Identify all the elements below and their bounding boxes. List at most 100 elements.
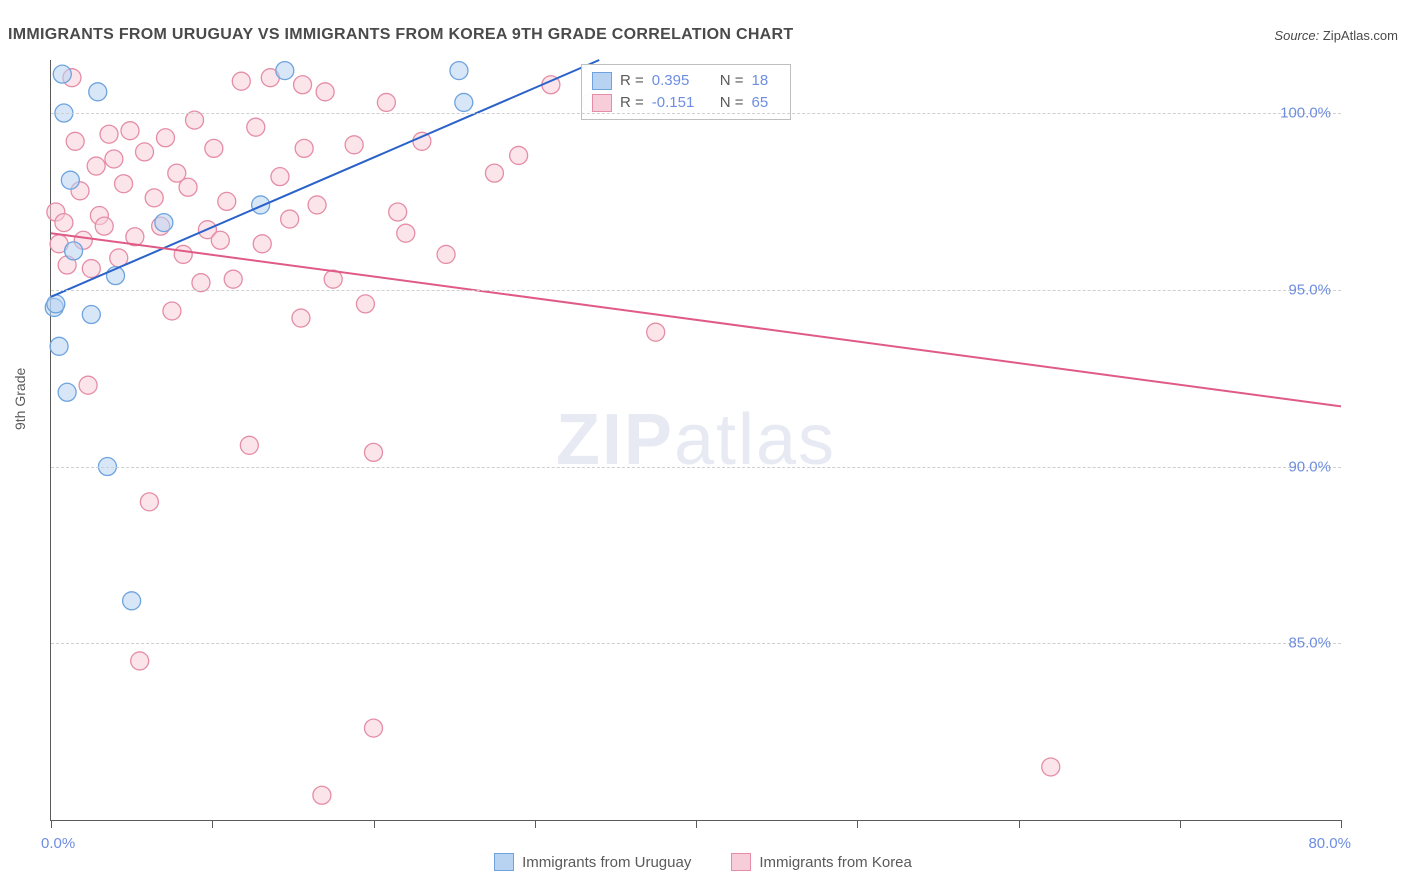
plot-svg	[51, 60, 1341, 820]
scatter-point-korea	[131, 652, 149, 670]
scatter-point-korea	[345, 136, 363, 154]
scatter-point-korea	[79, 376, 97, 394]
scatter-point-korea	[389, 203, 407, 221]
scatter-point-korea	[87, 157, 105, 175]
scatter-point-korea	[205, 139, 223, 157]
source-label: Source:	[1274, 28, 1319, 43]
scatter-point-uruguay	[53, 65, 71, 83]
r-label: R =	[620, 70, 644, 92]
scatter-point-korea	[163, 302, 181, 320]
scatter-point-korea	[313, 786, 331, 804]
scatter-point-korea	[292, 309, 310, 327]
scatter-point-uruguay	[50, 337, 68, 355]
scatter-point-uruguay	[61, 171, 79, 189]
scatter-point-korea	[174, 245, 192, 263]
scatter-point-korea	[82, 260, 100, 278]
x-tick	[1019, 820, 1020, 828]
x-tick	[696, 820, 697, 828]
scatter-point-korea	[316, 83, 334, 101]
scatter-point-korea	[485, 164, 503, 182]
scatter-point-korea	[100, 125, 118, 143]
x-tick	[857, 820, 858, 828]
x-tick	[374, 820, 375, 828]
scatter-point-uruguay	[82, 306, 100, 324]
scatter-point-uruguay	[276, 62, 294, 80]
legend-swatch	[592, 72, 612, 90]
stats-legend-row: R = -0.151N = 65	[592, 92, 780, 114]
x-axis-max-label: 80.0%	[1308, 835, 1351, 852]
legend-swatch	[731, 853, 751, 871]
scatter-point-korea	[308, 196, 326, 214]
scatter-point-korea	[121, 122, 139, 140]
scatter-point-uruguay	[450, 62, 468, 80]
y-tick-label: 90.0%	[1288, 458, 1331, 475]
scatter-point-korea	[294, 76, 312, 94]
gridline-h	[51, 643, 1341, 644]
scatter-point-korea	[1042, 758, 1060, 776]
scatter-point-uruguay	[58, 383, 76, 401]
bottom-legend-label: Immigrants from Korea	[759, 854, 912, 871]
gridline-h	[51, 113, 1341, 114]
x-tick	[535, 820, 536, 828]
title-bar: IMMIGRANTS FROM URUGUAY VS IMMIGRANTS FR…	[8, 20, 1398, 50]
legend-swatch	[494, 853, 514, 871]
bottom-legend: Immigrants from Uruguay Immigrants from K…	[0, 853, 1406, 871]
scatter-point-korea	[232, 72, 250, 90]
stats-legend-box: R = 0.395 N = 18R = -0.151N = 65	[581, 64, 791, 120]
scatter-point-korea	[413, 132, 431, 150]
gridline-h	[51, 467, 1341, 468]
n-value: 65	[752, 92, 780, 114]
scatter-point-korea	[240, 436, 258, 454]
bottom-legend-label: Immigrants from Uruguay	[522, 854, 691, 871]
x-axis-min-label: 0.0%	[41, 835, 75, 852]
scatter-point-uruguay	[252, 196, 270, 214]
scatter-point-korea	[510, 146, 528, 164]
bottom-legend-item: Immigrants from Uruguay	[494, 853, 691, 871]
scatter-point-uruguay	[455, 93, 473, 111]
scatter-point-korea	[365, 443, 383, 461]
source-attribution: Source: ZipAtlas.com	[1274, 28, 1398, 43]
stats-legend-row: R = 0.395 N = 18	[592, 70, 780, 92]
y-axis-label: 9th Grade	[12, 368, 28, 430]
scatter-point-korea	[247, 118, 265, 136]
n-value: 18	[752, 70, 780, 92]
scatter-point-korea	[66, 132, 84, 150]
scatter-point-korea	[437, 245, 455, 263]
n-label: N =	[720, 70, 744, 92]
x-tick	[212, 820, 213, 828]
y-tick-label: 100.0%	[1280, 105, 1331, 122]
scatter-point-uruguay	[65, 242, 83, 260]
scatter-point-korea	[253, 235, 271, 253]
scatter-point-korea	[365, 719, 383, 737]
x-tick	[51, 820, 52, 828]
scatter-point-korea	[156, 129, 174, 147]
scatter-point-korea	[271, 168, 289, 186]
plot-area: ZIPatlas R = 0.395N = 18R = -0.151N = 65…	[50, 60, 1341, 821]
scatter-point-korea	[647, 323, 665, 341]
scatter-point-korea	[55, 214, 73, 232]
bottom-legend-item: Immigrants from Korea	[731, 853, 912, 871]
y-tick-label: 95.0%	[1288, 281, 1331, 298]
scatter-point-korea	[281, 210, 299, 228]
gridline-h	[51, 290, 1341, 291]
scatter-point-korea	[105, 150, 123, 168]
x-tick	[1180, 820, 1181, 828]
r-value: 0.395	[652, 70, 706, 92]
scatter-point-korea	[356, 295, 374, 313]
scatter-point-korea	[295, 139, 313, 157]
scatter-point-korea	[397, 224, 415, 242]
scatter-point-korea	[136, 143, 154, 161]
scatter-point-uruguay	[47, 295, 65, 313]
scatter-point-korea	[211, 231, 229, 249]
chart-title: IMMIGRANTS FROM URUGUAY VS IMMIGRANTS FR…	[8, 26, 793, 44]
scatter-point-uruguay	[89, 83, 107, 101]
scatter-point-korea	[179, 178, 197, 196]
x-tick	[1341, 820, 1342, 828]
scatter-point-korea	[224, 270, 242, 288]
y-tick-label: 85.0%	[1288, 635, 1331, 652]
legend-swatch	[592, 94, 612, 112]
r-value: -0.151	[652, 92, 706, 114]
scatter-point-uruguay	[155, 214, 173, 232]
scatter-point-uruguay	[123, 592, 141, 610]
scatter-point-korea	[115, 175, 133, 193]
